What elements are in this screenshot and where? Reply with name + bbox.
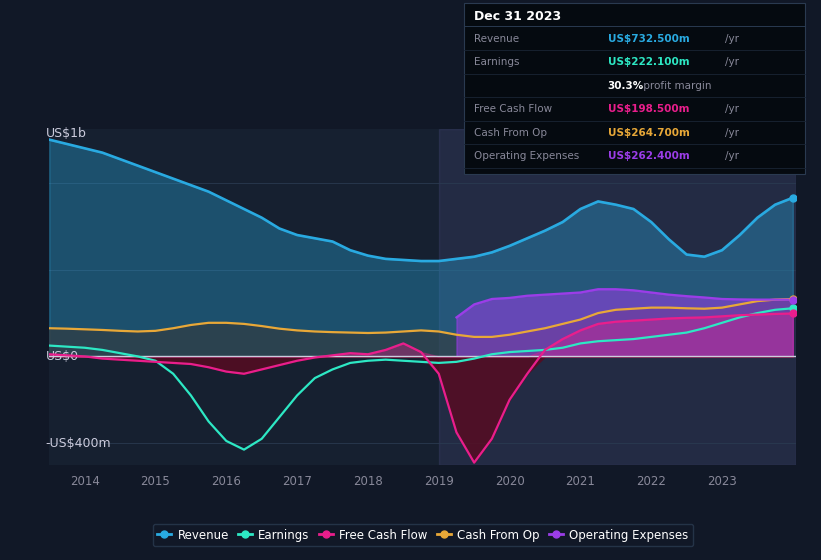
Text: Cash From Op: Cash From Op — [474, 128, 547, 138]
Bar — [438, 129, 796, 465]
Text: US$222.100m: US$222.100m — [608, 57, 689, 67]
Text: US$1b: US$1b — [45, 127, 86, 139]
Text: Dec 31 2023: Dec 31 2023 — [474, 10, 561, 24]
Text: 30.3%: 30.3% — [608, 81, 644, 91]
Text: Operating Expenses: Operating Expenses — [474, 151, 579, 161]
Legend: Revenue, Earnings, Free Cash Flow, Cash From Op, Operating Expenses: Revenue, Earnings, Free Cash Flow, Cash … — [153, 524, 693, 546]
Text: /yr: /yr — [725, 151, 739, 161]
Text: US$262.400m: US$262.400m — [608, 151, 690, 161]
Text: US$264.700m: US$264.700m — [608, 128, 690, 138]
Text: -US$400m: -US$400m — [45, 437, 111, 450]
Text: Earnings: Earnings — [474, 57, 519, 67]
Text: /yr: /yr — [725, 104, 739, 114]
Text: /yr: /yr — [725, 34, 739, 44]
Text: US$0: US$0 — [45, 350, 79, 363]
Text: /yr: /yr — [725, 57, 739, 67]
Text: US$198.500m: US$198.500m — [608, 104, 689, 114]
Text: Free Cash Flow: Free Cash Flow — [474, 104, 552, 114]
Text: /yr: /yr — [725, 128, 739, 138]
Text: US$732.500m: US$732.500m — [608, 34, 690, 44]
Text: Revenue: Revenue — [474, 34, 519, 44]
Text: profit margin: profit margin — [640, 81, 712, 91]
